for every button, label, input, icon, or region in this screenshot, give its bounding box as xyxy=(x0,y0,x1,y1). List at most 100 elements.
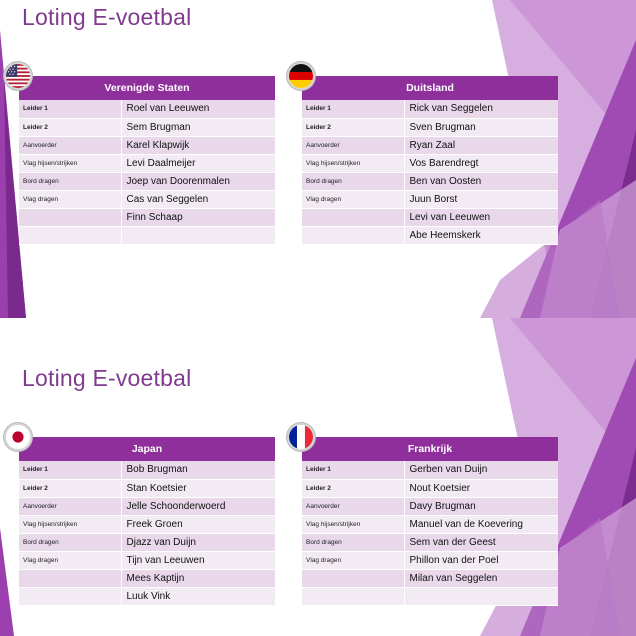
role-cell: Vlag hijsen/strijken xyxy=(19,515,122,534)
roster-table: Leider 1 Roel van Leeuwen Leider 2 Sem Bru… xyxy=(19,100,275,245)
role-cell: Leider 1 xyxy=(302,461,405,480)
team-card-duitsland: Duitsland Leider 1 Rick van Seggelen Leid… xyxy=(302,76,558,245)
role-cell: Leider 2 xyxy=(302,118,405,137)
roster-table: Leider 1 Gerben van Duijn Leider 2 Nout Ko… xyxy=(302,461,558,606)
usa-flag-icon xyxy=(4,62,32,90)
role-cell xyxy=(302,587,405,606)
player-cell: Mees Kaptijn xyxy=(121,569,275,588)
role-cell xyxy=(302,208,405,227)
table-row: Vlag dragen Juun Borst xyxy=(302,190,558,209)
table-row: Vlag hijsen/strijken Manuel van de Koever… xyxy=(302,515,558,534)
role-cell: Aanvoerder xyxy=(19,497,122,516)
table-row: Bord dragen Joep van Doorenmalen xyxy=(19,172,275,191)
player-cell xyxy=(404,587,558,606)
player-cell: Davy Brugman xyxy=(404,497,558,516)
table-row: Luuk Vink xyxy=(19,587,275,606)
role-cell xyxy=(19,226,122,245)
table-row: Vlag dragen Tijn van Leeuwen xyxy=(19,551,275,570)
role-cell xyxy=(19,208,122,227)
role-cell: Leider 1 xyxy=(19,461,122,480)
role-cell xyxy=(19,587,122,606)
player-cell: Ryan Zaal xyxy=(404,136,558,155)
team-card-verenigde-staten: Verenigde Staten Leider 1 Roel van Leeuwe… xyxy=(19,76,275,245)
table-row: Leider 2 Sven Brugman xyxy=(302,118,558,137)
table-row: Bord dragen Djazz van Duijn xyxy=(19,533,275,552)
role-cell: Vlag dragen xyxy=(302,190,405,209)
player-cell: Roel van Leeuwen xyxy=(121,100,275,119)
table-row: Abe Heemskerk xyxy=(302,226,558,245)
slide-title: Loting E-voetbal xyxy=(22,4,192,30)
role-cell xyxy=(302,569,405,588)
table-row: Bord dragen Ben van Oosten xyxy=(302,172,558,191)
team-name: Japan xyxy=(19,437,275,461)
table-row: Vlag hijsen/strijken Freek Groen xyxy=(19,515,275,534)
player-cell: Manuel van de Koevering xyxy=(404,515,558,534)
table-row: Aanvoerder Jelle Schoonderwoerd xyxy=(19,497,275,516)
table-row: Finn Schaap xyxy=(19,208,275,227)
role-cell: Leider 2 xyxy=(19,118,122,137)
table-row: Leider 2 Sem Brugman xyxy=(19,118,275,137)
player-cell: Sem van der Geest xyxy=(404,533,558,552)
team-card-japan: Japan Leider 1 Bob Brugman Leider 2 Stan K… xyxy=(19,437,275,606)
player-cell: Jelle Schoonderwoerd xyxy=(121,497,275,516)
player-cell: Karel Klapwijk xyxy=(121,136,275,155)
table-row: Vlag dragen Cas van Seggelen xyxy=(19,190,275,209)
role-cell: Bord dragen xyxy=(302,533,405,552)
table-row: Levi van Leeuwen xyxy=(302,208,558,227)
table-row xyxy=(19,226,275,245)
role-cell: Bord dragen xyxy=(19,172,122,191)
player-cell: Bob Brugman xyxy=(121,461,275,480)
player-cell: Levi Daalmeijer xyxy=(121,154,275,173)
role-cell: Bord dragen xyxy=(19,533,122,552)
player-cell: Finn Schaap xyxy=(121,208,275,227)
player-cell: Freek Groen xyxy=(121,515,275,534)
role-cell: Vlag hijsen/strijken xyxy=(19,154,122,173)
japan-flag-icon xyxy=(4,423,32,451)
table-row: Leider 2 Nout Koetsier xyxy=(302,479,558,498)
role-cell: Aanvoerder xyxy=(19,136,122,155)
player-cell: Nout Koetsier xyxy=(404,479,558,498)
role-cell: Vlag dragen xyxy=(19,551,122,570)
player-cell: Rick van Seggelen xyxy=(404,100,558,119)
player-cell: Milan van Seggelen xyxy=(404,569,558,588)
slide-title: Loting E-voetbal xyxy=(22,365,192,391)
table-row: Vlag dragen Phillon van der Poel xyxy=(302,551,558,570)
role-cell: Vlag hijsen/strijken xyxy=(302,154,405,173)
role-cell: Leider 2 xyxy=(19,479,122,498)
table-row: Leider 1 Roel van Leeuwen xyxy=(19,100,275,119)
roster-table: Leider 1 Bob Brugman Leider 2 Stan Koetsie… xyxy=(19,461,275,606)
table-row: Aanvoerder Ryan Zaal xyxy=(302,136,558,155)
team-card-frankrijk: Frankrijk Leider 1 Gerben van Duijn Leide… xyxy=(302,437,558,606)
table-row: Bord dragen Sem van der Geest xyxy=(302,533,558,552)
player-cell: Joep van Doorenmalen xyxy=(121,172,275,191)
player-cell: Ben van Oosten xyxy=(404,172,558,191)
player-cell: Levi van Leeuwen xyxy=(404,208,558,227)
roster-table: Leider 1 Rick van Seggelen Leider 2 Sven B… xyxy=(302,100,558,245)
role-cell: Leider 2 xyxy=(302,479,405,498)
player-cell: Vos Barendregt xyxy=(404,154,558,173)
player-cell: Tijn van Leeuwen xyxy=(121,551,275,570)
role-cell: Aanvoerder xyxy=(302,497,405,516)
table-row: Aanvoerder Davy Brugman xyxy=(302,497,558,516)
role-cell xyxy=(302,226,405,245)
player-cell: Phillon van der Poel xyxy=(404,551,558,570)
role-cell: Leider 1 xyxy=(302,100,405,119)
table-row: Leider 1 Bob Brugman xyxy=(19,461,275,480)
team-name: Duitsland xyxy=(302,76,558,100)
player-cell: Luuk Vink xyxy=(121,587,275,606)
player-cell: Cas van Seggelen xyxy=(121,190,275,209)
player-cell: Sem Brugman xyxy=(121,118,275,137)
table-row: Leider 1 Rick van Seggelen xyxy=(302,100,558,119)
role-cell: Vlag hijsen/strijken xyxy=(302,515,405,534)
player-cell: Juun Borst xyxy=(404,190,558,209)
table-row: Mees Kaptijn xyxy=(19,569,275,588)
role-cell xyxy=(19,569,122,588)
team-name: Verenigde Staten xyxy=(19,76,275,100)
table-row xyxy=(302,587,558,606)
player-cell: Gerben van Duijn xyxy=(404,461,558,480)
france-flag-icon xyxy=(287,423,315,451)
table-row: Milan van Seggelen xyxy=(302,569,558,588)
table-row: Leider 1 Gerben van Duijn xyxy=(302,461,558,480)
slide-1: Loting E-voetbal Verenigde Staten Leider… xyxy=(0,0,636,318)
table-row: Vlag hijsen/strijken Levi Daalmeijer xyxy=(19,154,275,173)
